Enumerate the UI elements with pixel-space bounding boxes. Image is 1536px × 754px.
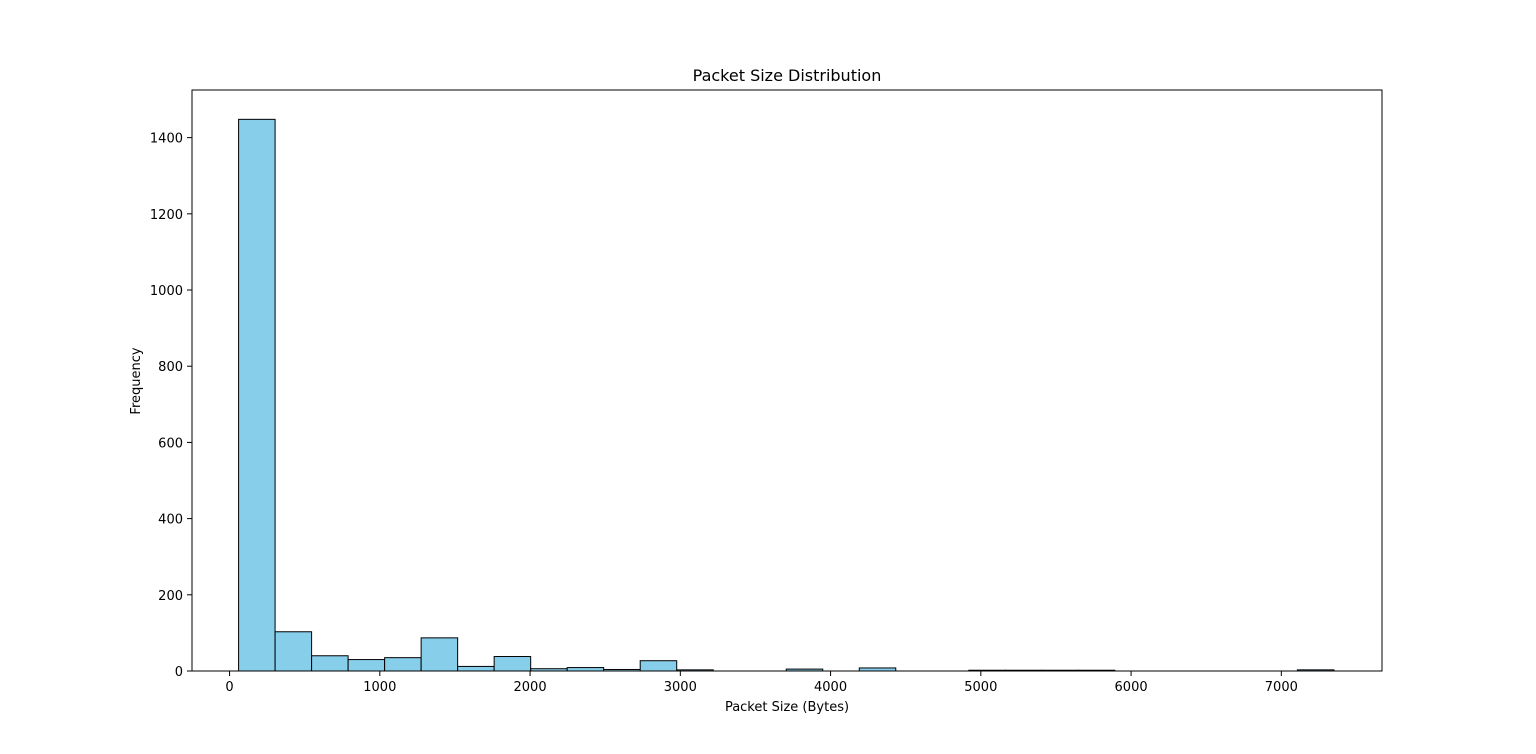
chart-title: Packet Size Distribution bbox=[693, 66, 882, 85]
y-tick-label: 1000 bbox=[150, 284, 183, 299]
x-tick-label: 1000 bbox=[363, 680, 396, 695]
histogram-bar bbox=[238, 118, 276, 672]
histogram-bar bbox=[639, 660, 678, 672]
x-tick-label: 6000 bbox=[1115, 680, 1148, 695]
y-axis-ticks: 0 200 400 600 800 1000 1200 1400 bbox=[150, 132, 192, 680]
x-axis-label: Packet Size (Bytes) bbox=[725, 700, 849, 715]
x-tick-label: 2000 bbox=[514, 680, 547, 695]
y-tick-label: 0 bbox=[175, 665, 183, 680]
x-tick-label: 4000 bbox=[814, 680, 847, 695]
plot-frame bbox=[191, 89, 1383, 672]
x-tick-label: 3000 bbox=[664, 680, 697, 695]
y-axis-label: Frequency bbox=[129, 347, 144, 414]
y-tick-label: 600 bbox=[158, 436, 183, 451]
x-axis-ticks: 0 1000 2000 3000 4000 5000 6000 7000 bbox=[225, 671, 1298, 695]
histogram-bar bbox=[347, 659, 386, 672]
histogram-bar bbox=[311, 655, 349, 672]
x-tick-label: 7000 bbox=[1265, 680, 1298, 695]
histogram-bar bbox=[566, 667, 605, 672]
y-tick-label: 200 bbox=[158, 589, 183, 604]
x-tick-label: 5000 bbox=[964, 680, 997, 695]
y-tick-label: 1200 bbox=[150, 208, 183, 223]
bars-group bbox=[238, 118, 1335, 672]
histogram-bar bbox=[457, 665, 495, 672]
histogram-bar bbox=[493, 656, 532, 672]
y-tick-label: 800 bbox=[158, 360, 183, 375]
histogram-bar bbox=[384, 657, 422, 672]
y-tick-label: 400 bbox=[158, 513, 183, 528]
histogram-bar bbox=[274, 631, 313, 672]
x-tick-label: 0 bbox=[225, 680, 233, 695]
histogram-bar bbox=[420, 637, 459, 672]
y-tick-label: 1400 bbox=[150, 132, 183, 147]
